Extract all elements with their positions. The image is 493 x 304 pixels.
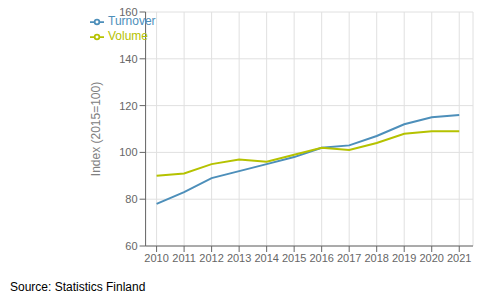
svg-text:Index (2015=100): Index (2015=100) (89, 82, 103, 176)
svg-text:2010: 2010 (144, 252, 168, 264)
svg-text:2016: 2016 (309, 252, 333, 264)
svg-text:2018: 2018 (364, 252, 388, 264)
svg-text:160: 160 (119, 6, 137, 18)
svg-text:2011: 2011 (172, 252, 196, 264)
svg-text:2014: 2014 (254, 252, 278, 264)
svg-text:2013: 2013 (227, 252, 251, 264)
svg-text:2015: 2015 (282, 252, 306, 264)
svg-text:100: 100 (119, 146, 137, 158)
svg-text:2019: 2019 (392, 252, 416, 264)
svg-text:2021: 2021 (447, 252, 471, 264)
svg-text:120: 120 (119, 100, 137, 112)
svg-text:80: 80 (125, 193, 137, 205)
svg-text:2017: 2017 (337, 252, 361, 264)
svg-text:2020: 2020 (419, 252, 443, 264)
svg-text:60: 60 (125, 240, 137, 252)
svg-text:140: 140 (119, 53, 137, 65)
svg-text:2012: 2012 (199, 252, 223, 264)
